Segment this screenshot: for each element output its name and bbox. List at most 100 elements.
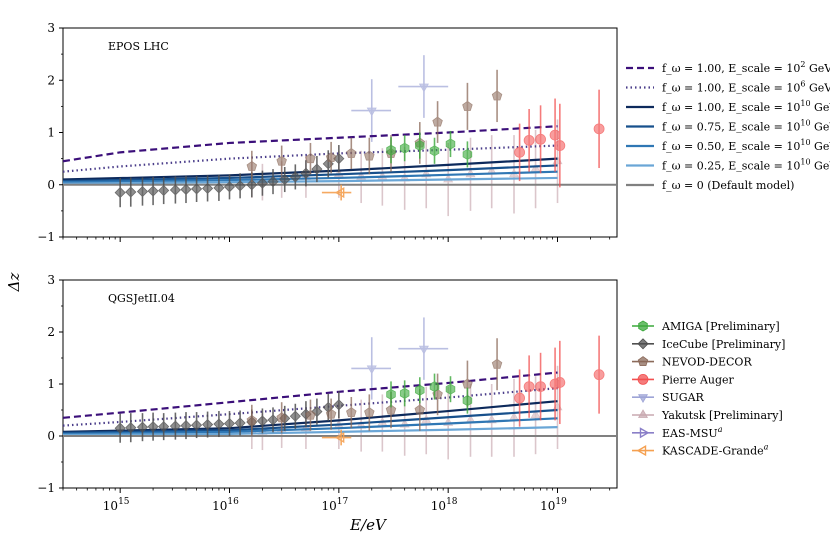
nevod-point xyxy=(414,404,426,415)
legend-marker-sugar xyxy=(637,394,649,404)
icecube-point xyxy=(180,183,192,196)
legend-label-icecube: IceCube [Preliminary] xyxy=(662,338,785,351)
icecube-point xyxy=(114,422,126,434)
nevod-point xyxy=(346,147,357,158)
series-sugar xyxy=(351,317,449,400)
sugar-point xyxy=(418,345,429,355)
line-f050_e10 xyxy=(62,170,558,184)
icecube-point xyxy=(300,167,312,179)
icecube-point xyxy=(333,399,345,411)
legend-label-amiga: AMIGA [Preliminary] xyxy=(661,320,780,333)
plot-frame xyxy=(62,27,618,238)
amiga-point xyxy=(445,138,456,150)
icecube-point xyxy=(279,173,291,186)
legend-models: f_ω = 1.00, E_scale = 102 GeV f_ω = 1.00,… xyxy=(626,60,830,192)
legend-marker-auger xyxy=(637,373,649,385)
line-f075_e10 xyxy=(62,408,558,434)
auger-point xyxy=(593,369,605,381)
legend-label-nevod: NEVOD-DECOR xyxy=(662,356,752,369)
series-nevod xyxy=(246,69,503,183)
legend-label-kascade: KASCADE-Grandea xyxy=(662,443,769,458)
y-tick-label: 1 xyxy=(47,126,55,140)
nevod-point xyxy=(305,153,316,164)
x-tick-label: 1015 xyxy=(103,497,130,513)
amiga-point xyxy=(399,142,410,154)
icecube-point xyxy=(136,185,149,198)
y-tick-label: 0 xyxy=(47,178,55,192)
y-tick-label: 3 xyxy=(47,273,55,287)
legend-marker-yakutsk xyxy=(637,409,649,418)
nevod-point xyxy=(491,90,503,101)
plot-frame xyxy=(62,279,618,489)
amiga-point xyxy=(462,148,473,160)
legend-marker-nevod xyxy=(637,356,649,367)
series-auger xyxy=(514,89,605,188)
line-f100_e2 xyxy=(62,371,558,419)
nevod-point xyxy=(462,100,473,111)
icecube-point xyxy=(213,418,225,430)
auger-point xyxy=(554,140,566,151)
y-tick-label: 2 xyxy=(47,73,55,87)
legend-label-f025_e10: f_ω = 0.25, E_scale = 1010 GeV xyxy=(662,158,830,173)
line-f025_e10 xyxy=(62,426,558,437)
icecube-point xyxy=(234,180,246,192)
icecube-point xyxy=(256,415,268,427)
icecube-point xyxy=(158,421,170,433)
x-tick-label: 1019 xyxy=(540,497,567,513)
icecube-point xyxy=(136,421,149,433)
x-tick-label: 1017 xyxy=(321,497,348,513)
nevod-point xyxy=(246,160,258,171)
legend-label-yakutsk: Yakutsk [Preliminary] xyxy=(661,409,783,422)
yakutsk-point xyxy=(530,409,541,419)
auger-point xyxy=(535,133,546,145)
x-axis-title: E/eV xyxy=(349,516,388,534)
auger-point xyxy=(554,377,566,388)
icecube-point xyxy=(202,182,214,194)
series-auger xyxy=(514,335,605,427)
series-icecube xyxy=(114,145,345,208)
icecube-point xyxy=(114,187,126,199)
legend-label-sugar: SUGAR xyxy=(662,391,705,404)
amiga-point xyxy=(462,395,473,407)
icecube-point xyxy=(191,419,203,431)
nevod-point xyxy=(325,152,337,163)
icecube-point xyxy=(147,185,159,197)
nevod-point xyxy=(491,358,503,369)
icecube-point xyxy=(223,181,236,193)
auger-point xyxy=(523,381,535,393)
sugar-point xyxy=(366,107,377,117)
icecube-point xyxy=(158,184,170,197)
x-tick-label: 1018 xyxy=(431,497,458,513)
amiga-point xyxy=(399,387,410,399)
panel-epos-lhc: −1 0 1 2 3 EPOS LHC xyxy=(37,21,618,244)
panel-label: QGSJetII.04 xyxy=(108,292,175,305)
icecube-point xyxy=(213,182,225,194)
sugar-point xyxy=(418,83,429,93)
nevod-point xyxy=(276,412,287,423)
series-sugar xyxy=(351,55,449,142)
series-amiga xyxy=(386,373,473,414)
auger-point xyxy=(514,146,525,158)
auger-point xyxy=(593,123,605,135)
icecube-point xyxy=(267,176,279,188)
icecube-point xyxy=(311,163,323,175)
amiga-point xyxy=(386,388,396,400)
legend-label-f100_e6: f_ω = 1.00, E_scale = 106 GeV xyxy=(662,80,830,95)
icecube-point xyxy=(289,171,301,183)
legend-label-f100_e10: f_ω = 1.00, E_scale = 1010 GeV xyxy=(662,99,830,114)
legend-label-easmsu: EAS-MSUa xyxy=(662,425,723,440)
icecube-point xyxy=(147,421,159,433)
legend-label-auger: Pierre Auger xyxy=(662,373,735,386)
nevod-point xyxy=(432,116,443,127)
auger-point xyxy=(523,134,535,146)
kascade-point xyxy=(334,432,345,444)
y-tick-label: −1 xyxy=(37,230,55,244)
panel-label: EPOS LHC xyxy=(108,40,169,53)
icecube-point xyxy=(289,410,301,422)
nevod-point xyxy=(246,414,258,425)
auger-point xyxy=(549,129,561,141)
nevod-point xyxy=(276,155,287,166)
y-tick-label: 2 xyxy=(47,325,55,339)
line-f100_e2 xyxy=(62,125,558,163)
